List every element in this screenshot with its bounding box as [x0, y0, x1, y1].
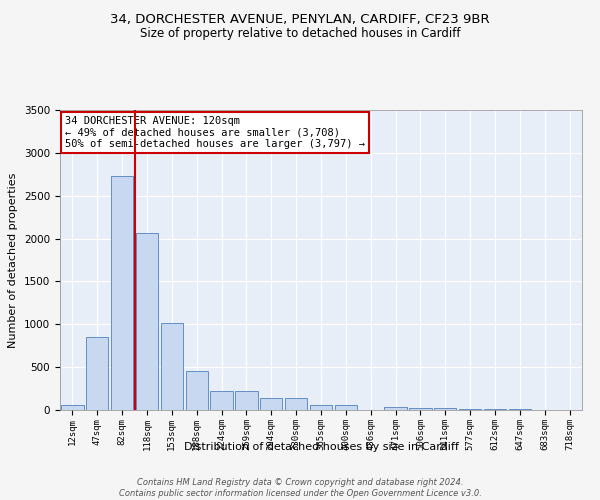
Bar [335, 406, 357, 410]
Bar [260, 398, 283, 410]
Bar [211, 391, 233, 410]
Y-axis label: Number of detached properties: Number of detached properties [8, 172, 19, 348]
Bar [285, 398, 307, 410]
Bar [111, 176, 133, 410]
Bar [484, 409, 506, 410]
Text: 34 DORCHESTER AVENUE: 120sqm
← 49% of detached houses are smaller (3,708)
50% of: 34 DORCHESTER AVENUE: 120sqm ← 49% of de… [65, 116, 365, 149]
Bar [235, 391, 257, 410]
Text: Size of property relative to detached houses in Cardiff: Size of property relative to detached ho… [140, 28, 460, 40]
Bar [459, 408, 481, 410]
Bar [161, 324, 183, 410]
Bar [310, 405, 332, 410]
Bar [385, 406, 407, 410]
Bar [61, 405, 83, 410]
Text: Distribution of detached houses by size in Cardiff: Distribution of detached houses by size … [184, 442, 458, 452]
Bar [409, 408, 431, 410]
Bar [185, 372, 208, 410]
Bar [136, 234, 158, 410]
Bar [86, 337, 109, 410]
Bar [509, 409, 531, 410]
Bar [434, 408, 457, 410]
Text: 34, DORCHESTER AVENUE, PENYLAN, CARDIFF, CF23 9BR: 34, DORCHESTER AVENUE, PENYLAN, CARDIFF,… [110, 12, 490, 26]
Text: Contains HM Land Registry data © Crown copyright and database right 2024.
Contai: Contains HM Land Registry data © Crown c… [119, 478, 481, 498]
